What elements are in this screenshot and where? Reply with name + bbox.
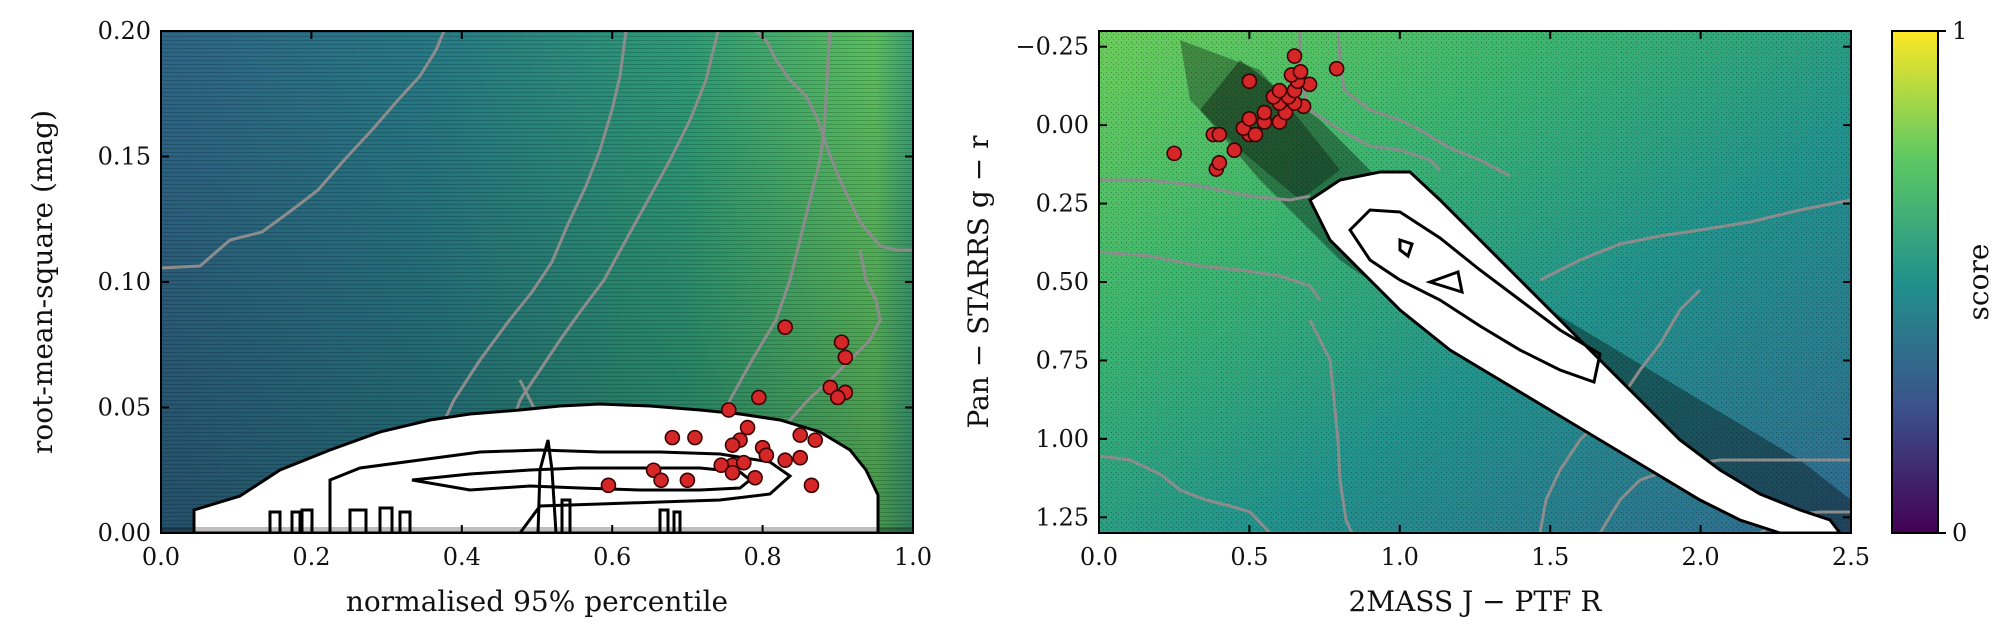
- data-point: [1328, 60, 1345, 77]
- x-ticks-left: 0.0 0.2 0.4 0.6 0.8 1.0: [142, 31, 932, 571]
- y-tick-label: 0.00: [1036, 111, 1089, 139]
- data-point: [792, 427, 809, 443]
- colorbar-max-label: 1: [1952, 17, 1967, 45]
- y-ticks-left: 0.00 0.05 0.10 0.15 0.20: [98, 17, 913, 547]
- y-tick-label: 1.25: [1036, 503, 1089, 531]
- data-point: [833, 334, 850, 351]
- data-point: [758, 447, 775, 463]
- y-tick-label: −0.25: [1015, 33, 1089, 61]
- data-point: [1166, 145, 1182, 162]
- y-tick-label: 0.15: [98, 143, 151, 171]
- x-tick-label: 2.0: [1682, 543, 1720, 571]
- data-point: [1241, 111, 1258, 127]
- density-contours-left: [268, 439, 793, 533]
- data-point: [724, 437, 741, 453]
- data-point: [1271, 82, 1288, 99]
- data-point: [664, 429, 681, 446]
- y-tick-label: 0.10: [98, 268, 151, 296]
- data-point: [807, 432, 824, 448]
- data-point: [687, 429, 703, 446]
- data-point: [1241, 73, 1258, 89]
- points-right: [1166, 48, 1345, 177]
- y-tick-label: 0.00: [98, 519, 151, 547]
- data-point: [735, 454, 752, 471]
- y-tick-label: 0.50: [1036, 268, 1089, 296]
- data-point: [777, 319, 793, 335]
- data-point: [777, 452, 793, 469]
- x-tick-label: 1.0: [1381, 543, 1419, 571]
- y-tick-label: 1.00: [1036, 425, 1089, 453]
- data-point: [679, 472, 696, 489]
- x-axis-label-left: normalised 95% percentile: [346, 585, 728, 618]
- plot-area-right: [1099, 31, 1851, 533]
- colorbar-label: score: [1962, 244, 1995, 321]
- data-point: [653, 472, 669, 489]
- data-point: [1256, 104, 1273, 121]
- data-point: [837, 349, 854, 366]
- colorbar-min-label: 0: [1952, 519, 1967, 547]
- data-point: [751, 389, 767, 406]
- x-tick-label: 0.5: [1230, 543, 1268, 571]
- x-axis-label-right: 2MASS J − PTF R: [1349, 585, 1603, 618]
- data-point: [1226, 142, 1243, 159]
- x-tick-label: 0.0: [142, 543, 180, 571]
- y-axis-label-right: Pan − STARRS g − r: [962, 135, 995, 429]
- x-ticks-right: 0.0 0.5 1.0 1.5 2.0 2.5: [1080, 31, 1870, 571]
- y-tick-label: 0.20: [98, 17, 151, 45]
- panel-right: 0.0 0.5 1.0 1.5 2.0 2.5 −0.25 0.00 0.25 0.50 0.75…: [962, 30, 1870, 618]
- data-point: [1211, 126, 1228, 143]
- x-tick-label: 0.6: [593, 543, 631, 571]
- y-tick-label: 0.75: [1036, 346, 1089, 374]
- data-point: [829, 389, 846, 406]
- density-region-right: [1308, 170, 1842, 533]
- x-tick-label: 0.2: [292, 543, 330, 571]
- y-ticks-right: −0.25 0.00 0.25 0.50 0.75 1.00 1.25: [1015, 33, 1851, 531]
- data-point: [747, 469, 763, 486]
- y-tick-label: 0.25: [1036, 190, 1089, 218]
- x-tick-label: 2.5: [1832, 543, 1870, 571]
- x-tick-label: 1.0: [894, 543, 932, 571]
- x-tick-label: 0.0: [1080, 543, 1118, 571]
- data-point: [792, 449, 809, 466]
- density-contours-right: [1348, 208, 1602, 384]
- data-point: [600, 477, 617, 494]
- x-tick-label: 0.8: [744, 543, 782, 571]
- points-left: [600, 319, 854, 494]
- data-point: [1247, 126, 1264, 143]
- data-point: [1211, 154, 1228, 171]
- data-point: [739, 419, 756, 436]
- data-point: [713, 457, 730, 474]
- plot-area-left: [161, 31, 913, 533]
- panel-left: 0.0 0.2 0.4 0.6 0.8 1.0 0.000.050.100.150.20 …: [26, 17, 932, 618]
- data-point: [720, 402, 737, 418]
- x-tick-label: 0.4: [443, 543, 481, 571]
- data-point: [1292, 63, 1309, 80]
- colorbar-gradient: [1891, 30, 1939, 534]
- y-axis-label-left: root-mean-square (mag): [26, 110, 59, 454]
- y-tick-label: 0.05: [98, 394, 151, 422]
- data-point: [803, 477, 820, 494]
- x-tick-label: 1.5: [1531, 543, 1569, 571]
- data-point: [1286, 48, 1303, 64]
- colorbar: 1 0 score: [1891, 17, 1995, 547]
- data-point: [724, 464, 741, 481]
